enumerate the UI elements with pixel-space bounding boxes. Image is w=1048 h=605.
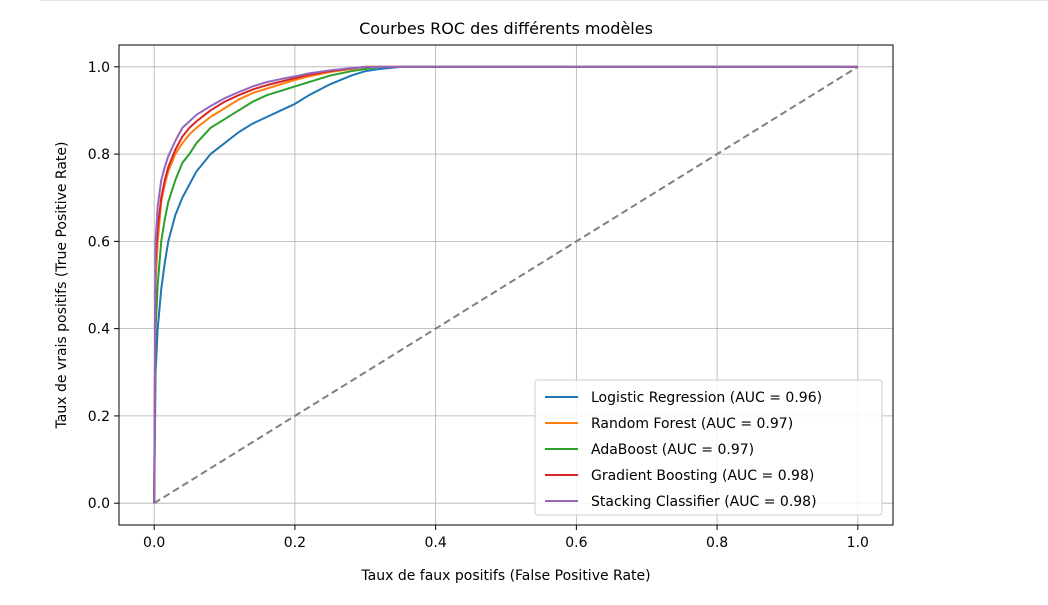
y-tick-label: 0.6 [88,234,110,250]
x-tick-label: 0.0 [143,535,165,551]
x-tick-label: 1.0 [847,535,869,551]
y-tick-label: 0.0 [88,496,110,512]
y-axis-ticks: 0.0 0.2 0.4 0.6 0.8 1.0 [88,60,119,512]
y-tick-label: 1.0 [88,60,110,76]
reference-line [153,65,859,505]
legend-label: Stacking Classifier (AUC = 0.98) [591,494,817,510]
series-group [153,65,858,504]
y-tick-label: 0.4 [88,322,110,338]
y-axis-label: Taux de vrais positifs (True Positive Ra… [54,142,70,430]
x-tick-label: 0.2 [284,535,306,551]
y-tick-label: 0.2 [88,409,110,425]
x-tick-label: 0.6 [565,535,587,551]
x-axis-label: Taux de faux positifs (False Positive Ra… [360,568,650,584]
legend-label: Random Forest (AUC = 0.97) [591,416,793,432]
legend-box [534,379,883,516]
x-tick-label: 0.8 [706,535,728,551]
reference-diagonal [153,65,859,505]
x-tick-label: 0.4 [425,535,447,551]
legend-label: Logistic Regression (AUC = 0.96) [591,390,822,406]
legend-label: AdaBoost (AUC = 0.97) [591,442,754,458]
notebook-cell-border [40,0,1048,1]
y-tick-label: 0.8 [88,147,110,163]
legend-label: Gradient Boosting (AUC = 0.98) [591,468,814,484]
series-line-4 [153,65,858,504]
chart-title: Courbes ROC des différents modèles [359,19,653,38]
plot-frame [118,44,894,526]
x-axis-ticks: 0.0 0.2 0.4 0.6 0.8 1.0 [143,525,869,551]
legend: Logistic Regression (AUC = 0.96) Random F… [534,379,883,516]
